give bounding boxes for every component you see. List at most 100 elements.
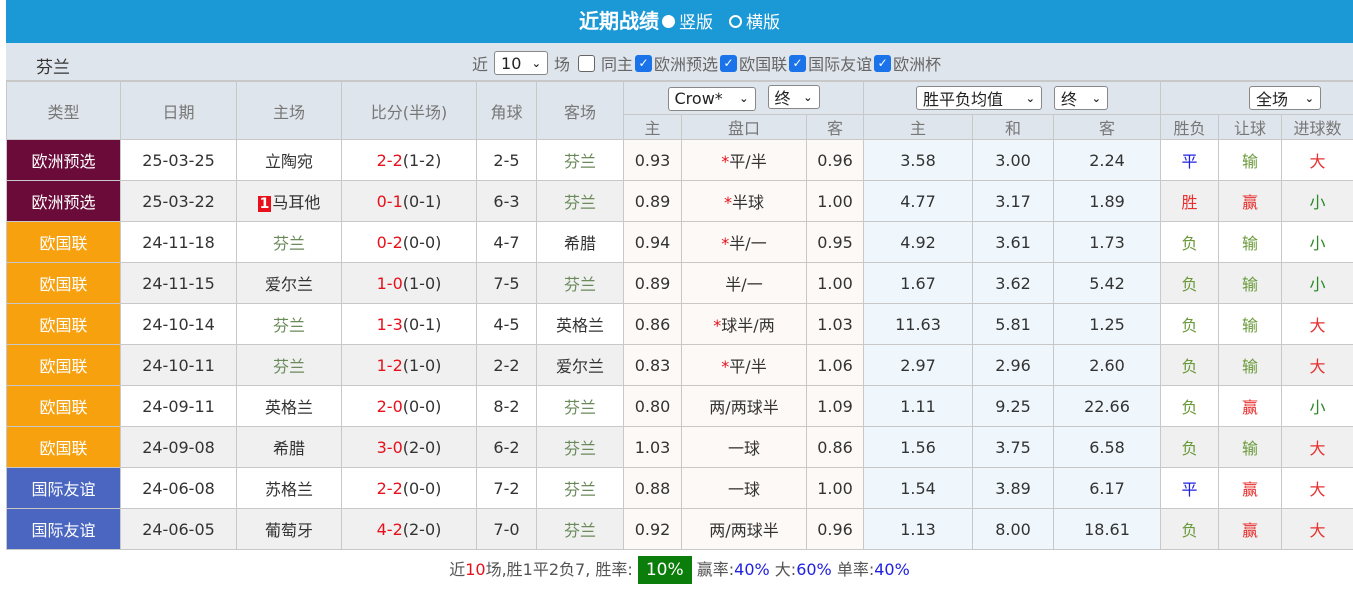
home-team-cell[interactable]: 苏格兰 bbox=[237, 468, 342, 509]
league-name: 欧国联 bbox=[39, 357, 87, 376]
league-name: 欧国联 bbox=[39, 439, 87, 458]
asian-company-select[interactable]: Crow*⌄ bbox=[668, 87, 756, 111]
league-cell[interactable]: 欧国联 bbox=[7, 222, 121, 263]
away-team: 芬兰 bbox=[564, 275, 596, 294]
league-cell[interactable]: 欧国联 bbox=[7, 263, 121, 304]
col-handicap: 让球 bbox=[1219, 115, 1282, 140]
handicap-result: 输 bbox=[1219, 345, 1282, 386]
asian-line: 球半/两 bbox=[721, 316, 774, 335]
home-team-cell[interactable]: 立陶宛 bbox=[237, 140, 342, 181]
asian-line-cell: *半/一 bbox=[682, 222, 807, 263]
asian-line: 两/两球半 bbox=[709, 521, 778, 540]
score-cell[interactable]: 4-2(2-0) bbox=[342, 509, 477, 550]
full-score: 2-2 bbox=[377, 151, 403, 170]
euro-away-odds: 2.24 bbox=[1054, 140, 1161, 181]
away-team-cell[interactable]: 爱尔兰 bbox=[537, 345, 624, 386]
checkbox-friendly[interactable]: ✓ bbox=[789, 55, 806, 72]
score-cell[interactable]: 1-2(1-0) bbox=[342, 345, 477, 386]
half-score: (1-2) bbox=[403, 151, 442, 170]
score-cell[interactable]: 0-1(0-1) bbox=[342, 181, 477, 222]
away-team-cell[interactable]: 芬兰 bbox=[537, 468, 624, 509]
score-cell[interactable]: 0-2(0-0) bbox=[342, 222, 477, 263]
checkbox-euro-qualifier[interactable]: ✓ bbox=[635, 55, 652, 72]
away-team-cell[interactable]: 希腊 bbox=[537, 222, 624, 263]
chevron-down-icon: ⌄ bbox=[1092, 92, 1101, 105]
full-score: 2-0 bbox=[377, 397, 403, 416]
result-scope-select[interactable]: 全场⌄ bbox=[1249, 86, 1321, 110]
chevron-down-icon: ⌄ bbox=[1026, 92, 1035, 105]
radio-horizontal-label[interactable]: 横版 bbox=[746, 13, 780, 33]
radio-vertical-label[interactable]: 竖版 bbox=[679, 13, 713, 33]
asian-away-odds: 0.96 bbox=[807, 140, 864, 181]
away-team: 芬兰 bbox=[564, 152, 596, 171]
league-cell[interactable]: 欧洲预选 bbox=[7, 181, 121, 222]
recent-count-select[interactable]: 10⌄ bbox=[494, 51, 548, 75]
away-team-cell[interactable]: 芬兰 bbox=[537, 509, 624, 550]
handicap-result: 输 bbox=[1219, 140, 1282, 181]
home-team-cell[interactable]: 爱尔兰 bbox=[237, 263, 342, 304]
score-cell[interactable]: 3-0(2-0) bbox=[342, 427, 477, 468]
recent-prefix: 近 bbox=[472, 51, 488, 75]
wdl-result: 负 bbox=[1161, 304, 1219, 345]
euro-away-odds: 22.66 bbox=[1054, 386, 1161, 427]
away-team-cell[interactable]: 芬兰 bbox=[537, 140, 624, 181]
euro-mode-select[interactable]: 终⌄ bbox=[1054, 86, 1108, 110]
score-cell[interactable]: 2-0(0-0) bbox=[342, 386, 477, 427]
home-team-cell[interactable]: 希腊 bbox=[237, 427, 342, 468]
corner-cell: 4-5 bbox=[477, 304, 537, 345]
checkbox-nations-league[interactable]: ✓ bbox=[720, 55, 737, 72]
radio-vertical[interactable] bbox=[662, 15, 675, 28]
home-team-cell[interactable]: 葡萄牙 bbox=[237, 509, 342, 550]
away-team-cell[interactable]: 英格兰 bbox=[537, 304, 624, 345]
league-cell[interactable]: 欧国联 bbox=[7, 345, 121, 386]
asian-mode-select[interactable]: 终⌄ bbox=[768, 85, 820, 109]
score-cell[interactable]: 1-0(1-0) bbox=[342, 263, 477, 304]
league-name: 欧洲预选 bbox=[31, 152, 95, 171]
corner-cell: 6-2 bbox=[477, 427, 537, 468]
score-cell[interactable]: 2-2(0-0) bbox=[342, 468, 477, 509]
league-cell[interactable]: 欧洲预选 bbox=[7, 140, 121, 181]
date-cell: 24-11-15 bbox=[121, 263, 237, 304]
league-cell[interactable]: 国际友谊 bbox=[7, 468, 121, 509]
home-team-cell[interactable]: 英格兰 bbox=[237, 386, 342, 427]
away-team-cell[interactable]: 芬兰 bbox=[537, 386, 624, 427]
score-cell[interactable]: 1-3(0-1) bbox=[342, 304, 477, 345]
league-cell[interactable]: 欧国联 bbox=[7, 427, 121, 468]
corner-cell: 2-5 bbox=[477, 140, 537, 181]
away-team-cell[interactable]: 芬兰 bbox=[537, 263, 624, 304]
away-team-cell[interactable]: 芬兰 bbox=[537, 181, 624, 222]
radio-horizontal[interactable] bbox=[729, 15, 742, 28]
col-type: 类型 bbox=[7, 82, 121, 140]
league-name: 欧国联 bbox=[39, 316, 87, 335]
handicap-result: 输 bbox=[1219, 222, 1282, 263]
asian-away-odds: 1.06 bbox=[807, 345, 864, 386]
chevron-down-icon: ⌄ bbox=[803, 91, 812, 104]
checkbox-euro-cup[interactable]: ✓ bbox=[874, 55, 891, 72]
chevron-down-icon: ⌄ bbox=[532, 57, 541, 70]
home-team-cell[interactable]: 芬兰 bbox=[237, 222, 342, 263]
away-team-cell[interactable]: 芬兰 bbox=[537, 427, 624, 468]
same-home-checkbox[interactable] bbox=[578, 55, 595, 72]
home-team-cell[interactable]: 芬兰 bbox=[237, 304, 342, 345]
euro-odds-header: 胜平负均值⌄ 终⌄ bbox=[864, 82, 1161, 115]
result-header: 全场⌄ bbox=[1161, 82, 1353, 115]
league-cell[interactable]: 欧国联 bbox=[7, 304, 121, 345]
half-score: (0-0) bbox=[403, 397, 442, 416]
handicap-result: 赢 bbox=[1219, 386, 1282, 427]
home-team-cell[interactable]: 芬兰 bbox=[237, 345, 342, 386]
euro-type-select[interactable]: 胜平负均值⌄ bbox=[916, 86, 1042, 110]
league-cell[interactable]: 欧国联 bbox=[7, 386, 121, 427]
score-cell[interactable]: 2-2(1-2) bbox=[342, 140, 477, 181]
league-cell[interactable]: 国际友谊 bbox=[7, 509, 121, 550]
